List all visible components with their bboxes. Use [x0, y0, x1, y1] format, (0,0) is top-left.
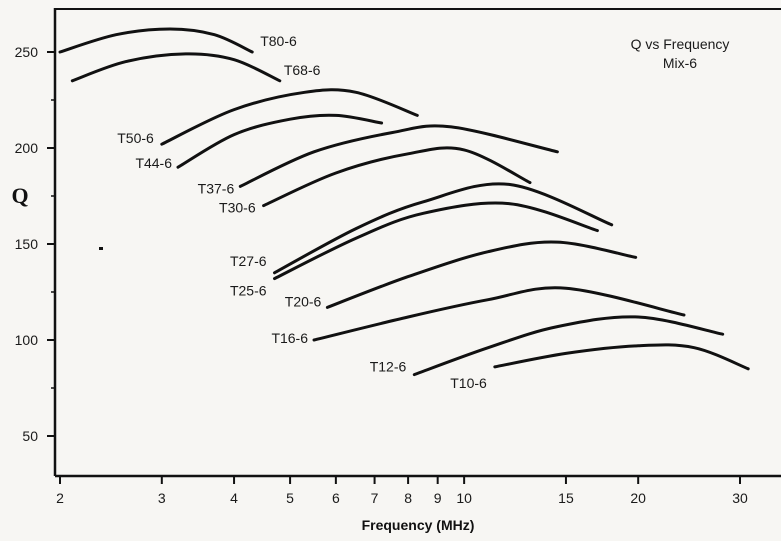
curve-label-t10-6: T10-6 [450, 375, 487, 391]
curve-label-t16-6: T16-6 [271, 330, 308, 346]
curve-label-t25-6: T25-6 [230, 283, 267, 299]
x-tick-label: 10 [456, 490, 472, 506]
x-tick-label: 7 [371, 490, 379, 506]
curve-t27-6 [273, 182, 614, 275]
curve-t16-6 [312, 286, 686, 342]
curve-t25-6 [273, 201, 599, 281]
x-tick-label: 20 [630, 490, 646, 506]
y-tick-label: 100 [15, 332, 39, 348]
curve-label-t37-6: T37-6 [198, 180, 235, 196]
y-tick-label: 50 [22, 428, 38, 444]
x-tick-label: 5 [286, 490, 294, 506]
x-tick-label: 8 [404, 490, 412, 506]
x-tick-label: 30 [732, 490, 748, 506]
curve-label-t44-6: T44-6 [135, 155, 172, 171]
series-labels: T80-6 T68-6 T50-6 T44-6 T37-6 T30-6 T27-6 T25-6… [117, 33, 487, 391]
curve-t37-6 [238, 124, 559, 188]
series-curves [58, 27, 750, 377]
curve-t10-6 [493, 343, 750, 371]
x-tick-label: 3 [158, 490, 166, 506]
y-tick-label: 200 [15, 140, 39, 156]
curve-label-t30-6: T30-6 [219, 200, 256, 216]
y-axis-title: Q [11, 183, 28, 208]
curve-t20-6 [325, 240, 638, 309]
x-axis-ticks: 2 3 4 5 6 7 8 9 10 15 20 30 [56, 475, 748, 506]
curve-label-t27-6: T27-6 [230, 253, 267, 269]
plot-frame [53, 8, 781, 478]
curve-t68-6 [70, 52, 282, 83]
x-axis-title: Frequency (MHz) [362, 517, 475, 533]
curve-label-t80-6: T80-6 [260, 33, 297, 49]
curve-t44-6 [176, 113, 384, 169]
curve-t30-6 [262, 146, 532, 208]
x-tick-label: 4 [230, 490, 238, 506]
curve-t80-6 [58, 27, 254, 54]
x-tick-label: 6 [332, 490, 340, 506]
curve-t12-6 [412, 315, 725, 377]
chart-subtitle: Mix-6 [663, 55, 697, 71]
curve-label-t50-6: T50-6 [117, 130, 154, 146]
curve-label-t68-6: T68-6 [284, 62, 321, 78]
chart-title: Q vs Frequency [631, 36, 730, 52]
y-tick-label: 150 [15, 236, 39, 252]
curve-label-t20-6: T20-6 [285, 293, 322, 309]
y-tick-label: 250 [15, 44, 39, 60]
curve-t50-6 [160, 88, 419, 146]
curve-label-t12-6: T12-6 [370, 359, 407, 375]
x-tick-label: 15 [558, 490, 574, 506]
x-tick-label: 2 [56, 490, 64, 506]
x-tick-label: 9 [434, 490, 442, 506]
y-axis-ticks: 50 100 150 200 250 [15, 44, 56, 444]
scan-speck [99, 247, 103, 250]
